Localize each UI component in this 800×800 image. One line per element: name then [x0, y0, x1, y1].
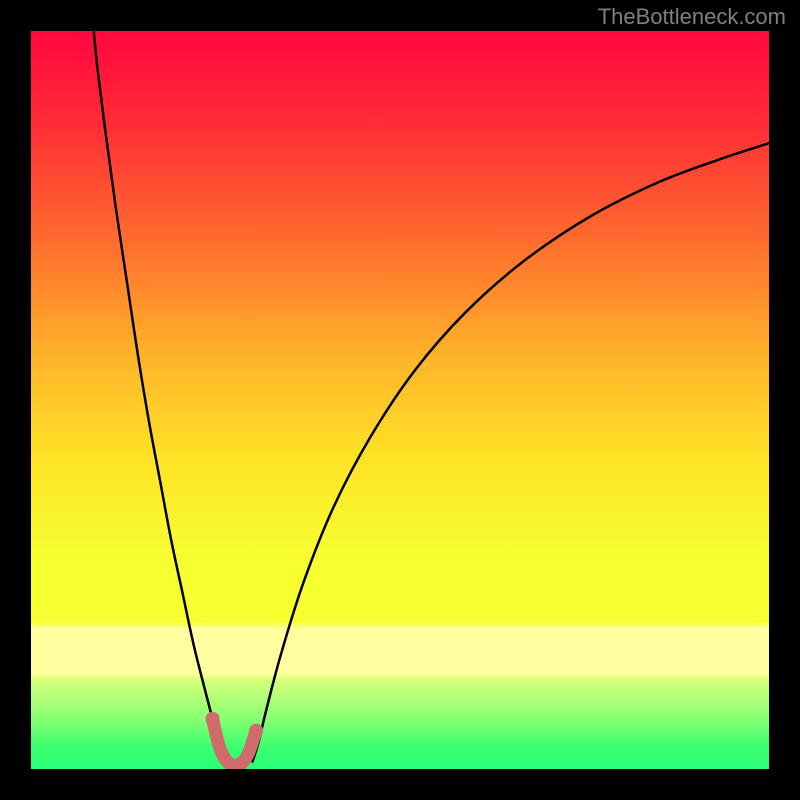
plot-area	[31, 31, 769, 769]
watermark-text: TheBottleneck.com	[598, 4, 786, 30]
optimal-range-end-dot	[249, 724, 263, 738]
chart-svg	[31, 31, 769, 769]
gradient-background	[31, 31, 769, 769]
optimal-range-end-dot	[206, 712, 220, 726]
figure-root: TheBottleneck.com	[0, 0, 800, 800]
